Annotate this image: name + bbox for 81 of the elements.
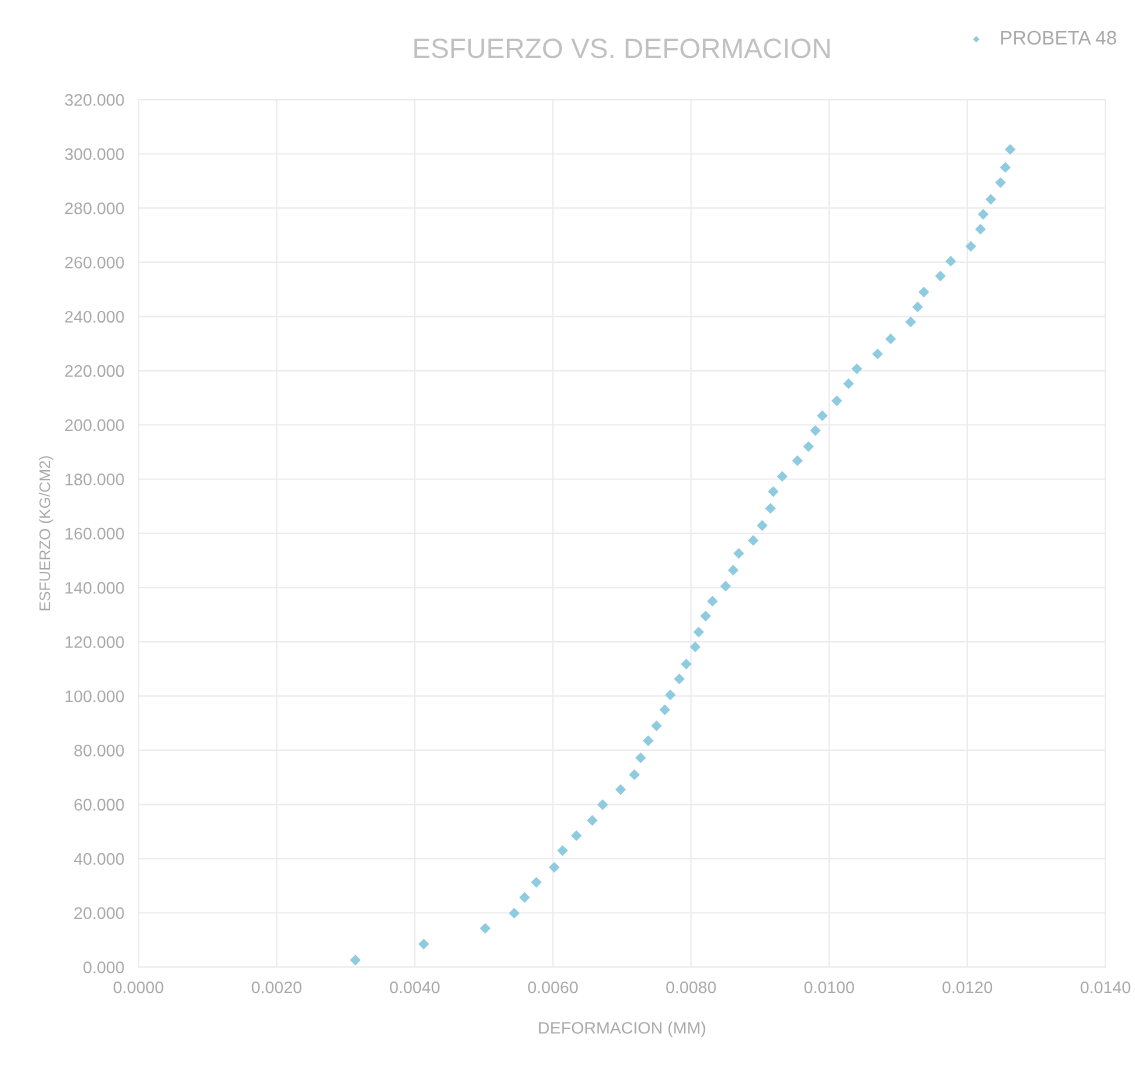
point xyxy=(349,954,361,966)
y-tick-label: 20.000 xyxy=(74,907,124,920)
point xyxy=(586,815,598,826)
point xyxy=(945,255,957,267)
x-tick-label: 0.0040 xyxy=(389,981,440,994)
x-tick-label: 0.0000 xyxy=(113,981,164,994)
x-tick-label: 0.0120 xyxy=(942,981,993,994)
y-tick-label: 320.000 xyxy=(64,94,124,106)
y-tick-label: 140.000 xyxy=(65,581,124,594)
point xyxy=(635,752,647,764)
point xyxy=(977,208,989,220)
point xyxy=(792,455,803,467)
point xyxy=(803,441,814,452)
point xyxy=(885,333,897,345)
point xyxy=(912,301,923,313)
y-tick-label: 40.000 xyxy=(73,853,124,865)
point xyxy=(733,548,745,559)
point xyxy=(707,595,718,607)
point xyxy=(851,363,863,375)
x-tick-label: 0.0060 xyxy=(528,981,578,994)
point xyxy=(418,938,430,950)
point xyxy=(689,641,701,653)
point xyxy=(479,922,491,934)
point xyxy=(615,784,626,795)
point xyxy=(975,223,986,235)
y-tick-label: 280.000 xyxy=(65,202,124,215)
point xyxy=(693,626,705,638)
point xyxy=(918,286,930,298)
point xyxy=(965,240,977,252)
legend-label: PROBETA 48 xyxy=(1001,30,1117,45)
y-tick-label: 260.000 xyxy=(65,256,124,269)
point xyxy=(935,270,946,282)
point xyxy=(767,486,779,497)
point xyxy=(985,193,997,205)
y-tick-label: 200.000 xyxy=(65,419,124,432)
point xyxy=(651,720,662,732)
point xyxy=(999,162,1011,173)
point xyxy=(557,845,568,856)
y-tick-label: 120.000 xyxy=(65,636,124,648)
x-tick-label: 0.0140 xyxy=(1080,981,1131,994)
chart-title: ESFUERZO VS. DEFORMACION xyxy=(414,38,830,59)
point xyxy=(530,876,542,888)
point xyxy=(905,316,917,328)
point xyxy=(548,861,560,873)
y-tick-label: 180.000 xyxy=(65,473,124,486)
point xyxy=(508,907,520,919)
y-tick-label: 240.000 xyxy=(65,310,124,323)
point xyxy=(872,348,883,360)
point xyxy=(664,689,676,701)
y-tick-label: 0.000 xyxy=(83,961,124,974)
point xyxy=(680,658,692,670)
point xyxy=(519,892,530,903)
point xyxy=(629,769,640,781)
y-axis-title: ESFUERZO (KG/CM2) xyxy=(38,456,54,611)
point xyxy=(727,564,739,576)
point xyxy=(756,520,768,531)
y-tick-label: 60.000 xyxy=(74,798,124,811)
y-tick-label: 160.000 xyxy=(65,527,124,540)
point xyxy=(816,410,828,422)
point xyxy=(1004,144,1016,155)
point xyxy=(831,395,843,407)
point xyxy=(720,580,731,592)
point xyxy=(659,704,671,716)
point xyxy=(642,735,654,747)
y-tick-label: 220.000 xyxy=(65,365,124,377)
point xyxy=(765,503,776,514)
point xyxy=(776,471,788,482)
x-tick-label: 0.0080 xyxy=(666,981,716,994)
point xyxy=(673,673,685,685)
point xyxy=(571,830,582,842)
y-tick-label: 100.000 xyxy=(65,690,124,703)
point xyxy=(747,535,759,546)
point xyxy=(597,799,609,811)
point xyxy=(843,378,854,390)
y-tick-label: 300.000 xyxy=(64,148,124,161)
point xyxy=(995,177,1006,188)
y-tick-label: 80.000 xyxy=(74,744,124,757)
point xyxy=(810,425,821,436)
x-tick-label: 0.0020 xyxy=(251,981,302,994)
x-tick-label: 0.0100 xyxy=(804,981,855,994)
x-axis-title: DEFORMACION (MM) xyxy=(539,1021,706,1038)
